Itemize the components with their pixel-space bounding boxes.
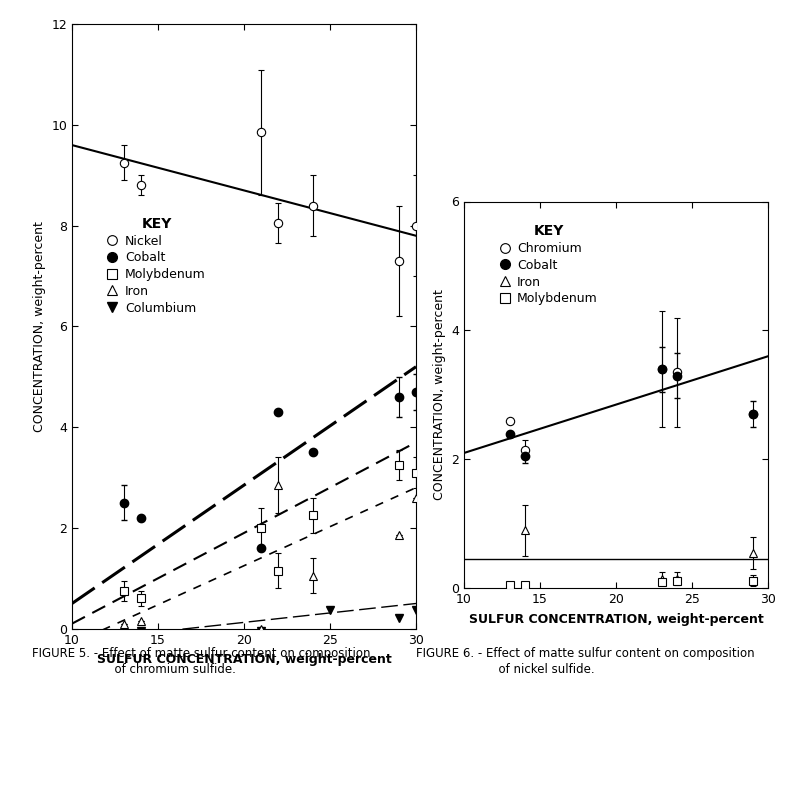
Text: of chromium sulfide.: of chromium sulfide.: [32, 663, 236, 676]
Y-axis label: CONCENTRATION, weight-percent: CONCENTRATION, weight-percent: [33, 221, 46, 432]
Legend: Nickel, Cobalt, Molybdenum, Iron, Columbium: Nickel, Cobalt, Molybdenum, Iron, Columb…: [102, 212, 210, 319]
X-axis label: SULFUR CONCENTRATION, weight-percent: SULFUR CONCENTRATION, weight-percent: [97, 654, 391, 667]
X-axis label: SULFUR CONCENTRATION, weight-percent: SULFUR CONCENTRATION, weight-percent: [469, 613, 763, 626]
Y-axis label: CONCENTRATION, weight-percent: CONCENTRATION, weight-percent: [433, 289, 446, 501]
Text: FIGURE 5. - Effect of matte sulfur content on composition: FIGURE 5. - Effect of matte sulfur conte…: [32, 647, 370, 660]
Legend: Chromium, Cobalt, Iron, Molybdenum: Chromium, Cobalt, Iron, Molybdenum: [494, 219, 603, 310]
Text: of nickel sulfide.: of nickel sulfide.: [416, 663, 594, 676]
Text: FIGURE 6. - Effect of matte sulfur content on composition: FIGURE 6. - Effect of matte sulfur conte…: [416, 647, 754, 660]
